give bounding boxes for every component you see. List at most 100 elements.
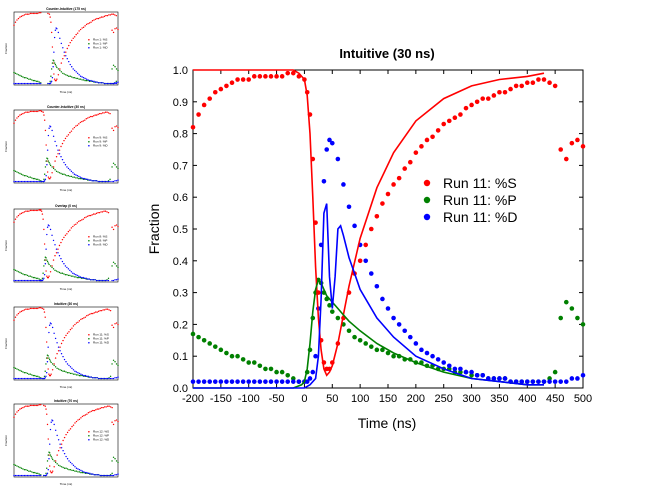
legend-marker xyxy=(423,213,431,221)
thumbnail-point xyxy=(20,377,23,380)
thumbnail-point xyxy=(84,316,87,318)
thumbnail-point xyxy=(75,276,77,278)
thumbnail-point xyxy=(54,29,57,31)
thumbnail-point xyxy=(67,230,70,233)
thumbnail-point xyxy=(31,377,33,380)
data-point xyxy=(246,77,252,82)
thumbnail-point xyxy=(48,357,50,359)
thumbnail-point xyxy=(40,82,42,85)
thumbnail-point xyxy=(40,180,42,183)
thumbnail-point xyxy=(43,180,46,182)
thumbnail-point xyxy=(111,68,113,70)
thumbnail-point xyxy=(28,78,30,80)
x-tick-label: -150 xyxy=(210,393,232,405)
thumbnail-point xyxy=(44,166,47,168)
data-point xyxy=(413,341,419,346)
thumbnail-point xyxy=(38,81,40,83)
thumbnail-point xyxy=(29,180,32,183)
thumbnail-point xyxy=(99,407,101,410)
thumbnail-point xyxy=(63,55,65,57)
thumbnail-point xyxy=(31,474,33,477)
thumbnail-point xyxy=(112,31,115,34)
thumbnail-point xyxy=(106,474,109,477)
thumbnail-point xyxy=(72,37,74,39)
thumbnail-point xyxy=(117,278,119,280)
thumbnail-point xyxy=(45,357,48,359)
thumbnail-point xyxy=(114,263,116,265)
data-point xyxy=(212,344,218,349)
thumbnail-point xyxy=(87,117,89,119)
thumbnail-point xyxy=(87,79,89,81)
thumbnail-point xyxy=(35,307,37,310)
data-point xyxy=(321,179,327,184)
thumbnail-point xyxy=(31,12,33,15)
thumbnail-point xyxy=(60,342,63,345)
thumbnail-point xyxy=(78,372,81,375)
thumbnail-point xyxy=(32,279,35,282)
thumbnail-point xyxy=(117,420,119,423)
data-point xyxy=(558,379,564,384)
thumbnail-point xyxy=(47,469,49,471)
thumbnail-point xyxy=(54,337,57,340)
thumbnail-legend-label: Run 11: %P xyxy=(93,337,109,341)
thumbnail-point xyxy=(99,474,101,477)
thumbnail-point xyxy=(68,60,70,63)
thumbnail-point xyxy=(31,404,33,407)
thumbnail-point xyxy=(98,112,101,115)
thumbnail-point xyxy=(34,82,36,85)
thumbnail-point xyxy=(76,177,79,179)
thumbnail-point xyxy=(84,471,87,474)
legend-label: Run 11: %P xyxy=(443,192,517,208)
thumbnail-point xyxy=(91,214,93,216)
thumbnail-point xyxy=(44,370,46,372)
thumbnail-point xyxy=(72,464,75,467)
thumbnail-point xyxy=(45,144,47,146)
thumbnail-point xyxy=(66,233,68,235)
thumbnail-point xyxy=(72,424,75,426)
data-point xyxy=(530,80,536,86)
thumbnail-point xyxy=(78,30,80,32)
thumbnail-point xyxy=(64,137,67,140)
thumbnail-point xyxy=(97,113,99,116)
thumbnail-point xyxy=(78,418,81,421)
thumbnail-point xyxy=(58,244,61,247)
thumbnail-point xyxy=(76,32,79,34)
thumbnail-point xyxy=(117,28,119,31)
thumbnail-point xyxy=(100,82,103,84)
thumbnail-point xyxy=(108,14,110,16)
thumbnail-point xyxy=(46,171,49,173)
thumbnail-point xyxy=(46,361,49,363)
data-point xyxy=(285,379,291,384)
data-point xyxy=(304,379,310,384)
thumbnail-point xyxy=(62,355,64,358)
thumbnail-point xyxy=(46,423,49,426)
legend-marker xyxy=(423,196,431,204)
thumbnail-point xyxy=(79,177,82,180)
thumbnail-point xyxy=(25,175,27,177)
thumbnail-point xyxy=(32,177,35,180)
thumbnail-point xyxy=(68,460,70,462)
thumbnail-point xyxy=(71,372,73,375)
thumbnail-point xyxy=(57,350,60,352)
thumbnail-point xyxy=(109,309,112,312)
thumbnail-point xyxy=(35,377,37,380)
thumbnail-point xyxy=(25,474,27,477)
thumbnail-point xyxy=(75,77,77,80)
thumbnail-point xyxy=(82,218,84,220)
data-point xyxy=(374,283,380,289)
thumbnail-legend-label: Run 9: %S xyxy=(93,136,107,140)
thumbnail-point xyxy=(93,474,96,476)
thumbnail-point xyxy=(61,173,64,175)
thumbnail-point xyxy=(37,307,39,310)
thumbnail-point xyxy=(35,279,37,282)
thumbnail-point xyxy=(95,474,97,476)
data-point xyxy=(290,376,296,381)
thumbnail-point xyxy=(83,317,85,319)
thumbnail-point xyxy=(49,374,52,377)
thumbnail-point xyxy=(111,460,113,462)
thumbnail-point xyxy=(47,346,49,348)
thumbnail-point xyxy=(52,259,55,261)
thumbnail-point xyxy=(102,82,104,84)
thumbnail-point xyxy=(111,474,113,477)
